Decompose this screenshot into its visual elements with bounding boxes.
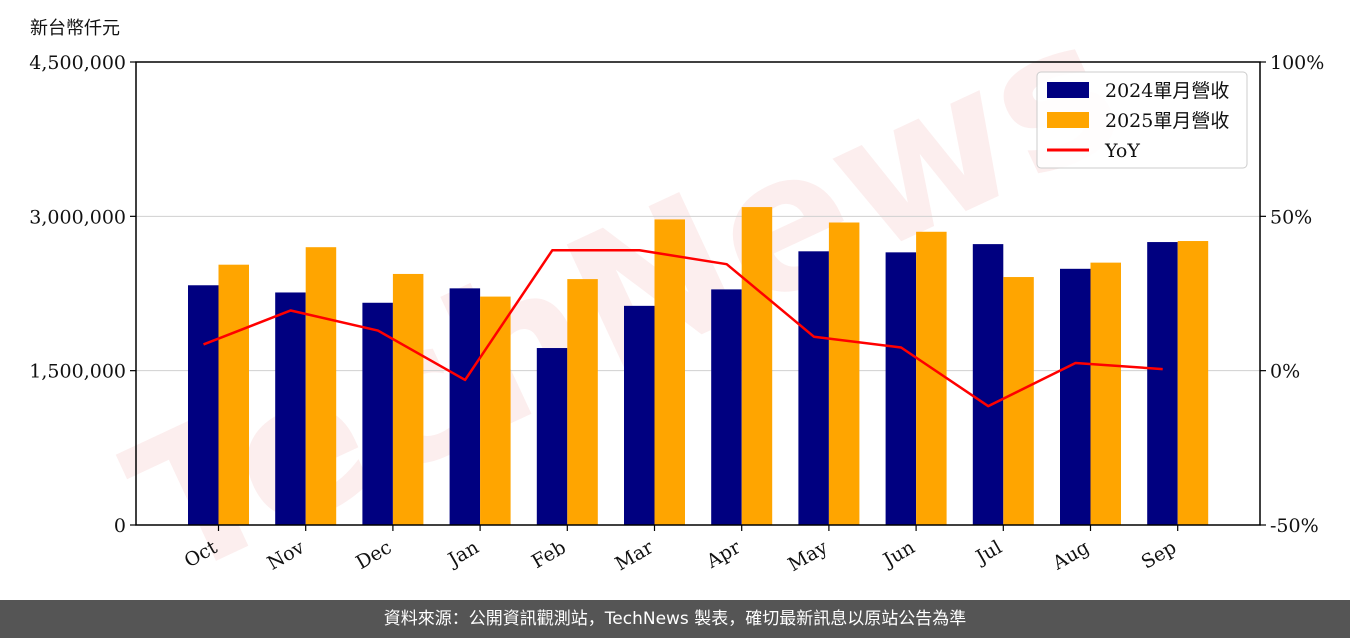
bar-2025-jan <box>480 296 511 525</box>
y-axis-unit-label: 新台幣仟元 <box>30 18 120 39</box>
bar-2025-sep <box>1177 241 1209 525</box>
bar-2025-jun <box>916 231 947 525</box>
revenue-chart: TechNews01,500,0003,000,0004,500,000-50%… <box>29 0 1324 600</box>
bar-2024-dec <box>362 302 393 525</box>
bar-2025-may <box>828 222 860 526</box>
bar-2025-feb <box>567 279 598 525</box>
yoy-line <box>203 249 1163 408</box>
bar-2024-apr <box>711 289 742 525</box>
x-tick-label-aug: Aug <box>1048 536 1093 575</box>
left-tick-label: 3,000,000 <box>29 206 126 228</box>
bar-2024-jan <box>449 288 481 525</box>
bar-2025-jul <box>1003 277 1034 525</box>
bar-2024-nov <box>275 292 306 525</box>
bar-2024-feb <box>536 348 568 525</box>
legend-label-0: 2024單月營收 <box>1105 80 1229 102</box>
plot-frame <box>135 61 1261 526</box>
bar-2024-oct <box>188 285 219 525</box>
x-tick-label-apr: Apr <box>702 536 745 573</box>
right-tick-label: -50% <box>1270 515 1319 537</box>
bar-2024-sep <box>1147 242 1178 526</box>
x-tick-label-jun: Jun <box>878 536 919 572</box>
left-tick-label: 1,500,000 <box>29 361 126 383</box>
right-tick-label: 50% <box>1270 206 1312 228</box>
legend-swatch-0 <box>1047 82 1089 98</box>
bar-2025-nov <box>305 247 337 525</box>
x-tick-label-may: May <box>784 536 831 576</box>
bar-2025-oct <box>218 264 249 525</box>
source-footer: 資料來源：公開資訊觀測站，TechNews 製表，確切最新訊息以原站公告為準 <box>0 600 1350 638</box>
bar-2024-mar <box>624 305 655 525</box>
legend-swatch-1 <box>1047 112 1089 128</box>
x-tick-label-jan: Jan <box>443 536 483 572</box>
right-tick-label: 0% <box>1270 361 1300 383</box>
bar-2025-aug <box>1090 262 1121 525</box>
bar-2024-jun <box>885 252 917 525</box>
legend-label-2: YoY <box>1104 140 1140 162</box>
legend-label-1: 2025單月營收 <box>1105 110 1229 132</box>
x-tick-label-sep: Sep <box>1138 536 1181 573</box>
x-tick-label-feb: Feb <box>528 536 570 573</box>
x-tick-label-mar: Mar <box>611 536 657 575</box>
legend-box <box>1036 71 1248 169</box>
left-tick-label: 0 <box>114 515 126 537</box>
x-tick-label-jul: Jul <box>971 536 1006 569</box>
bar-2024-jul <box>972 244 1004 525</box>
bar-2025-mar <box>654 219 685 526</box>
bar-2024-aug <box>1060 268 1091 525</box>
bar-2024-may <box>798 251 829 525</box>
right-tick-label: 100% <box>1270 52 1324 74</box>
bar-2025-apr <box>741 207 773 525</box>
bar-2025-dec <box>392 273 424 525</box>
left-tick-label: 4,500,000 <box>29 52 126 74</box>
